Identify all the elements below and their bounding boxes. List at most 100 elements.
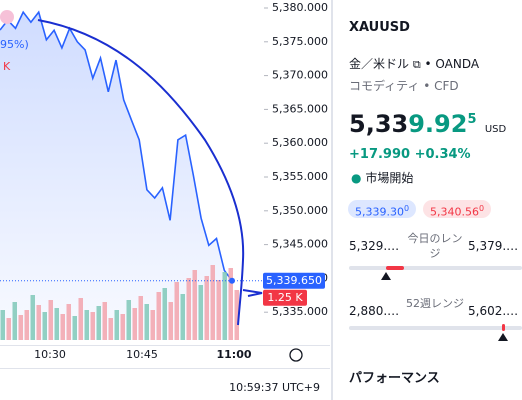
panel: XAUUSD 金／米ドル ⧉ • OANDA コモディティ • CFD 5,33… (333, 0, 522, 400)
volume-bar (18, 315, 23, 340)
volume-bar (174, 282, 179, 340)
change-abs: +17.990 (349, 147, 411, 162)
chart: 95%) K 10:59:37 UTC+9 5,380.000 5,375.000… (0, 1, 330, 394)
settings-icon[interactable] (289, 348, 303, 362)
volume-bar (150, 310, 155, 340)
currency: USD (484, 124, 507, 135)
price-tag (263, 272, 325, 289)
y-tick-label: 5,375.000 (272, 35, 328, 48)
volume-tag (263, 289, 307, 306)
volume-bar (162, 288, 167, 340)
y-tick-label: 5,360.000 (272, 136, 328, 149)
x-tick-label: 11:00 (216, 348, 251, 361)
volume-bar (120, 314, 125, 340)
bid-price: 5,339.30 (355, 205, 404, 219)
instrument: 金／米ドル ⧉ • OANDA (349, 55, 479, 72)
volume-bar (96, 306, 101, 340)
clock: 10:59:37 UTC+9 (229, 381, 320, 394)
volume-bar (84, 310, 89, 340)
status-text: 市場開始 (365, 171, 414, 185)
day-low: 5,329.… (349, 239, 400, 253)
external-icon[interactable]: ⧉ (412, 58, 421, 71)
ask-sup: 0 (478, 204, 485, 213)
volume-bar (0, 310, 5, 340)
volume-bar (54, 308, 59, 340)
year-range-marker (498, 333, 508, 341)
drawing (37, 19, 263, 326)
change-pct: +0.34% (414, 147, 471, 162)
ask[interactable]: 5,340.560 (423, 200, 492, 219)
legend-text: 95%) (0, 38, 29, 51)
volume-bar (144, 304, 149, 340)
volume-tag-label: 1.25 K (267, 291, 303, 304)
volume-bar (114, 310, 119, 340)
volume-bar (90, 312, 95, 340)
symbol: XAUUSD (349, 20, 410, 35)
volume-bar (78, 298, 83, 340)
year-high: 5,602.… (468, 304, 519, 318)
x-tick-label: 10:45 (126, 348, 158, 361)
price: 5,339.925 USD (349, 110, 506, 138)
y-tick-label: 5,350.000 (272, 204, 328, 217)
volume-bar (60, 314, 65, 340)
x-tick-label: 10:30 (34, 348, 66, 361)
year-range-bar (349, 326, 522, 330)
price-change-digits: 9.92 (408, 110, 468, 138)
volume-bar (234, 290, 239, 340)
day-range-label: 今日のレンジ (407, 232, 463, 260)
year-low: 2,880.… (349, 304, 400, 318)
volume-bar (36, 305, 41, 340)
volume-bar (48, 300, 53, 340)
year-range-fill (502, 324, 505, 331)
bid[interactable]: 5,339.300 (348, 200, 417, 219)
y-tick-label: 5,345.000 (272, 238, 328, 251)
volume-bar (126, 300, 131, 340)
status-dot: ● (351, 171, 362, 185)
volume-bar (210, 265, 215, 340)
exchange: • OANDA (424, 57, 480, 71)
day-range-marker (381, 272, 391, 280)
ask-price: 5,340.56 (430, 205, 479, 219)
volume-bar (222, 272, 227, 340)
axis-divider (0, 368, 330, 369)
volume-bar (132, 308, 137, 340)
volume-bar (180, 294, 185, 340)
instrument-name: 金／米ドル (349, 57, 410, 71)
volume-bar (138, 296, 143, 340)
volume-bar (24, 310, 29, 340)
price-main: 5,33 (349, 110, 409, 138)
legend-icon (0, 10, 14, 24)
performance-title: パフォーマンス (349, 371, 440, 386)
volume-bar (30, 295, 35, 340)
legend-text: K (3, 60, 11, 73)
volume-bar (198, 285, 203, 340)
category: コモディティ • CFD (349, 79, 459, 93)
volume-bar (204, 276, 209, 340)
price-sup: 5 (467, 112, 477, 127)
change: +17.990 +0.34% (349, 147, 471, 162)
volume-bar (216, 280, 221, 340)
volume-bar (186, 278, 191, 340)
day-range-fill (386, 266, 404, 270)
y-tick-label: 5,355.000 (272, 170, 328, 183)
volume-bar (108, 318, 113, 340)
volume-bar (228, 268, 233, 340)
day-range-bar (349, 266, 522, 270)
volume-bar (72, 316, 77, 340)
y-tick-label: 5,380.000 (272, 1, 328, 14)
volume-bar (42, 312, 47, 340)
day-high: 5,379.… (468, 239, 519, 253)
divider (331, 0, 333, 400)
volume-bar (168, 302, 173, 340)
bid-sup: 0 (403, 204, 410, 213)
volume-bar (6, 318, 11, 340)
y-tick-label: 5,365.000 (272, 102, 328, 115)
volume-bar (156, 292, 161, 340)
volume-bar (192, 270, 197, 340)
axis-divider (0, 345, 330, 346)
volume-bar (102, 302, 107, 340)
price-area (0, 12, 232, 340)
y-tick-label: 5,335.000 (272, 305, 328, 318)
status: ● 市場開始 (351, 169, 413, 186)
volume-bar (12, 302, 17, 340)
